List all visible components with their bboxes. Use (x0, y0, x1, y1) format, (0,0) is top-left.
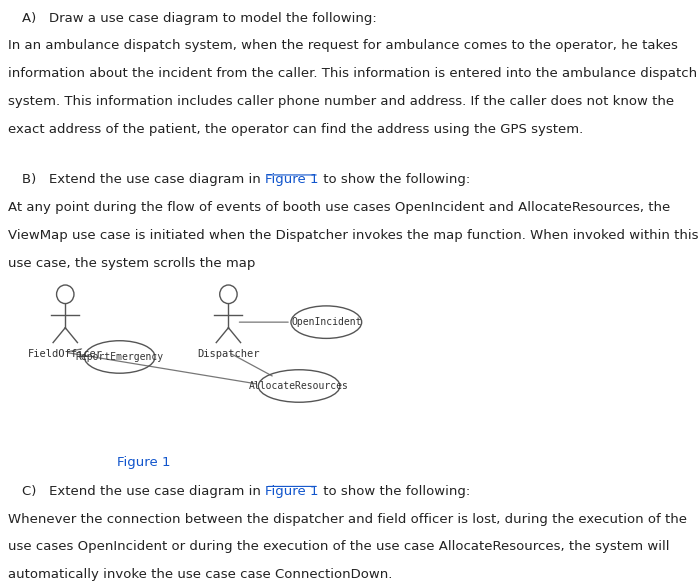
Text: ViewMap use case is initiated when the Dispatcher invokes the map function. When: ViewMap use case is initiated when the D… (8, 229, 699, 242)
Text: information about the incident from the caller. This information is entered into: information about the incident from the … (8, 67, 697, 81)
Text: OpenIncident: OpenIncident (291, 317, 362, 327)
Text: B)   Extend the use case diagram in: B) Extend the use case diagram in (22, 173, 265, 186)
Text: Whenever the connection between the dispatcher and field officer is lost, during: Whenever the connection between the disp… (8, 513, 687, 526)
Text: FieldOfficer: FieldOfficer (28, 349, 103, 359)
Text: ReportEmergency: ReportEmergency (76, 352, 164, 362)
Text: to show the following:: to show the following: (319, 485, 470, 498)
Text: exact address of the patient, the operator can find the address using the GPS sy: exact address of the patient, the operat… (8, 123, 583, 136)
Text: use case, the system scrolls the map: use case, the system scrolls the map (8, 257, 256, 270)
Text: Figure 1: Figure 1 (265, 173, 319, 186)
Text: Figure 1: Figure 1 (265, 485, 319, 498)
Text: automatically invoke the use case case ConnectionDown.: automatically invoke the use case case C… (8, 568, 393, 581)
Text: C)   Extend the use case diagram in: C) Extend the use case diagram in (22, 485, 265, 498)
Text: Figure 1: Figure 1 (118, 456, 171, 468)
Text: At any point during the flow of events of booth use cases OpenIncident and Alloc: At any point during the flow of events o… (8, 201, 671, 214)
Text: use cases OpenIncident or during the execution of the use case AllocateResources: use cases OpenIncident or during the exe… (8, 540, 670, 554)
Text: A)   Draw a use case diagram to model the following:: A) Draw a use case diagram to model the … (22, 12, 377, 25)
Text: Dispatcher: Dispatcher (197, 349, 260, 359)
Text: In an ambulance dispatch system, when the request for ambulance comes to the ope: In an ambulance dispatch system, when th… (8, 40, 678, 53)
Text: to show the following:: to show the following: (319, 173, 470, 186)
Text: AllocateResources: AllocateResources (249, 381, 349, 391)
Text: system. This information includes caller phone number and address. If the caller: system. This information includes caller… (8, 95, 674, 108)
